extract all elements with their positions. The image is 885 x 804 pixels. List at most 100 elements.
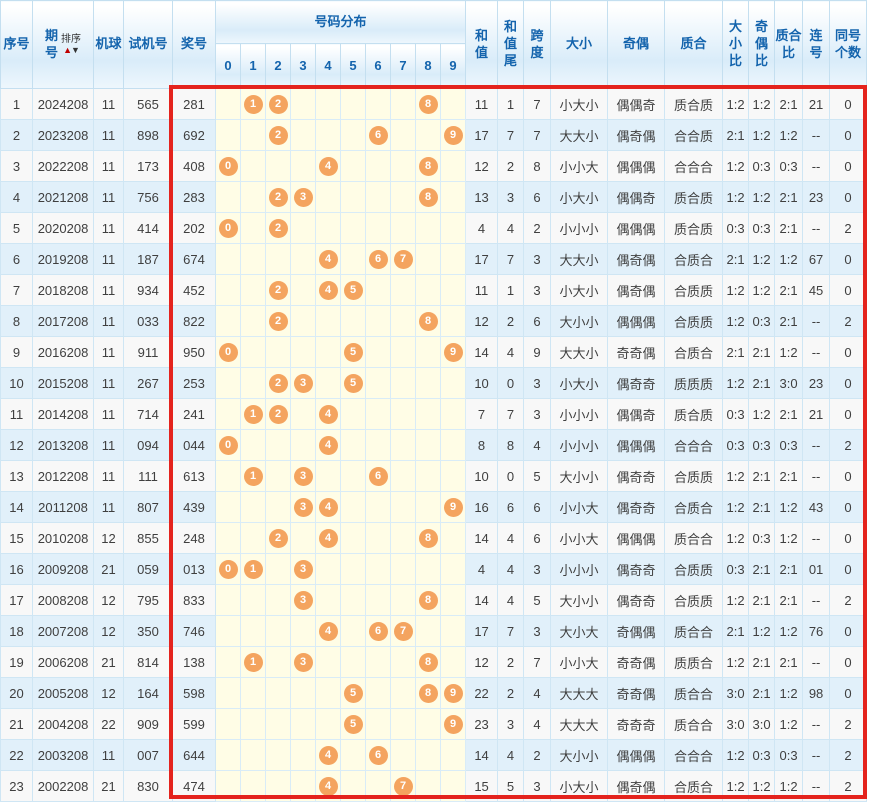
size-ratio-cell: 1:2 [722,88,750,120]
digit-cell-5: 5 [340,708,366,740]
prize-number-cell: 452 [172,274,216,306]
col-header-prize: 奖号 [172,0,216,89]
sum-tail-cell: 3 [497,708,525,740]
number-ball: 9 [443,125,463,145]
sum-tail-label: 和 值 尾 [504,19,518,68]
machine-cell: 11 [93,429,124,461]
span-cell: 6 [523,181,552,213]
col-header-parity-ratio: 奇偶 比 [748,0,776,89]
sum-cell: 4 [465,553,499,585]
parity-ratio-cell: 1:2 [748,770,776,802]
consecutive-cell: -- [802,708,831,740]
sum-tail-cell: 4 [497,739,525,771]
digit-cell-1 [240,243,266,275]
digit-cell-5 [340,460,366,492]
table-row: 9 2016208 11 911 950 0 5 9 14 4 9 大大小 奇奇… [0,336,868,368]
prime-pattern-cell: 合质质 [664,274,724,306]
digit-cell-2: 2 [265,274,291,306]
size-ratio-cell: 1:2 [722,770,750,802]
digit-cell-5 [340,646,366,678]
seq-label: 序号 [3,36,30,52]
digit-cell-6 [365,584,391,616]
digit-cell-5 [340,615,366,647]
period-cell: 2005208 [32,677,94,709]
machine-cell: 11 [93,398,124,430]
sort-desc-icon[interactable]: ▼ [71,44,80,55]
digit-cell-2: 2 [265,522,291,554]
number-ball: 1 [243,466,263,486]
digit-cell-3 [290,770,316,802]
digit-cell-5 [340,584,366,616]
digit-cell-5 [340,491,366,523]
same-count-cell: 0 [829,460,868,492]
test-number-cell: 414 [123,212,173,244]
digit-cell-2: 2 [265,88,291,120]
size-pattern-cell: 小大小 [550,181,609,213]
table-row: 10 2015208 11 267 253 2 3 5 10 0 3 小大小 偶… [0,367,868,399]
sort-asc-icon[interactable]: ▲ [63,44,72,55]
digit-cell-2 [265,553,291,585]
digit-cell-6 [365,367,391,399]
number-ball: 2 [268,280,288,300]
col-header-prime: 质合 [664,0,724,89]
consecutive-cell: 98 [802,677,831,709]
period-cell: 2021208 [32,181,94,213]
digit-cell-6 [365,429,391,461]
test-number-cell: 111 [123,460,173,492]
size-ratio-cell: 0:3 [722,398,750,430]
digit-cell-3 [290,739,316,771]
prime-pattern-cell: 质合质 [664,212,724,244]
size-pattern-cell: 大大小 [550,243,609,275]
same-count-cell: 2 [829,305,868,337]
sum-cell: 17 [465,615,499,647]
digit-cell-9 [439,615,467,647]
prime-ratio-cell: 2:1 [774,553,804,585]
digit-cell-7 [390,584,416,616]
span-cell: 2 [523,212,552,244]
parity-label: 奇偶 [623,36,650,52]
parity-ratio-cell: 1:2 [748,398,776,430]
test-number-cell: 855 [123,522,173,554]
consecutive-cell: 23 [802,367,831,399]
size-pattern-cell: 大大小 [550,336,609,368]
digit-cell-2 [265,243,291,275]
digit-cell-4 [315,553,341,585]
digit-cell-1: 1 [240,460,266,492]
prime-pattern-cell: 合合合 [664,150,724,182]
digit-cell-1 [240,367,266,399]
prime-pattern-cell: 质合质 [664,398,724,430]
digit-cell-8 [415,460,441,492]
digit-cell-3 [290,429,316,461]
col-header-machine: 机球 [93,0,124,89]
digit-cell-1 [240,119,266,151]
digit-cell-3: 3 [290,553,316,585]
same-count-cell: 0 [829,398,868,430]
same-count-cell: 2 [829,739,868,771]
size-ratio-cell: 1:2 [722,739,750,771]
digit-cell-7 [390,677,416,709]
parity-ratio-cell: 0:3 [748,739,776,771]
same-count-cell: 2 [829,770,868,802]
table-row: 12 2013208 11 094 044 0 4 8 8 4 小小小 偶偶偶 … [0,429,868,461]
parity-ratio-cell: 1:2 [748,274,776,306]
digit-cell-7 [390,708,416,740]
digit-cell-1 [240,584,266,616]
digit-cell-3 [290,522,316,554]
prize-number-cell: 613 [172,460,216,492]
digit-cell-4: 4 [315,243,341,275]
table-row: 8 2017208 11 033 822 2 8 12 2 6 大小小 偶偶偶 … [0,305,868,337]
digit-cell-5 [340,553,366,585]
digit-cell-6 [365,553,391,585]
digit-cell-2 [265,150,291,182]
sum-tail-cell: 3 [497,181,525,213]
sum-cell: 16 [465,491,499,523]
machine-cell: 21 [93,770,124,802]
consecutive-cell: 67 [802,243,831,275]
parity-pattern-cell: 偶奇偶 [607,243,666,275]
parity-ratio-cell: 2:1 [748,367,776,399]
size-pattern-cell: 大小大 [550,615,609,647]
span-cell: 5 [523,460,552,492]
table-body: 1 2024208 11 565 281 1 2 8 11 1 7 小大小 偶偶… [0,88,868,802]
machine-cell: 11 [93,181,124,213]
digit-cell-7: 7 [390,615,416,647]
